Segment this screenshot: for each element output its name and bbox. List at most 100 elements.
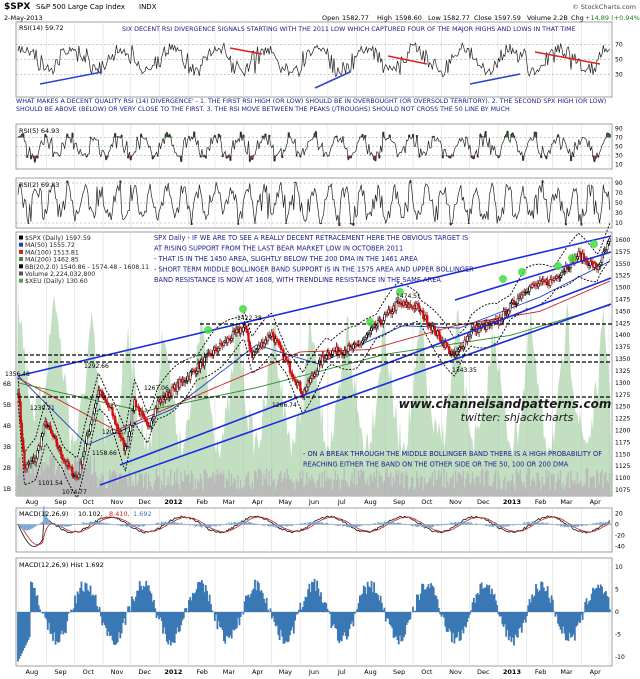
macd-hist-bar xyxy=(499,524,501,528)
volume-bar xyxy=(239,479,242,496)
rsi-oversold-fill xyxy=(522,155,525,161)
macd-hist-bar xyxy=(310,522,312,525)
macd-histogram-bar xyxy=(388,612,391,625)
volume-bar xyxy=(425,484,427,496)
macd-hist-bar xyxy=(417,524,419,527)
macd-histogram-bar xyxy=(390,612,392,626)
macd-hist-bar xyxy=(547,522,549,525)
volume-bar xyxy=(362,470,365,496)
volume-bar xyxy=(159,489,161,496)
volume-bar xyxy=(451,478,453,496)
volume-bar xyxy=(589,476,591,496)
macd-hist-bar xyxy=(231,522,233,525)
close-label: Close xyxy=(474,14,492,22)
price-candle xyxy=(129,425,132,432)
price-candle xyxy=(391,311,394,314)
rsi-line xyxy=(17,130,611,164)
macd-hist-bar xyxy=(108,523,110,525)
macd-histogram-bar xyxy=(418,600,421,612)
price-candle xyxy=(306,379,310,388)
macd-hist-bar xyxy=(39,523,41,525)
macd-histogram-bar xyxy=(471,602,474,612)
volume-bar xyxy=(576,472,578,496)
macd-histogram-bar xyxy=(291,612,294,627)
volume-bar xyxy=(348,487,351,496)
macd-histogram-bar xyxy=(351,612,354,622)
volume-bar xyxy=(449,477,452,496)
volume-bar xyxy=(125,477,128,496)
macd-histogram-bar xyxy=(597,584,600,612)
macd-hist-bar xyxy=(85,522,88,525)
volume-bar xyxy=(492,482,494,496)
volume-bar xyxy=(583,485,585,496)
volume-bar xyxy=(255,471,257,496)
volume-bar xyxy=(545,469,547,496)
macd-histogram-bar xyxy=(476,593,479,612)
price-point-label: 1074.77 xyxy=(62,489,87,496)
macd-hist-bar xyxy=(27,524,29,531)
macd-histogram-bar xyxy=(484,587,487,612)
volume-bar xyxy=(233,478,235,496)
macd-histogram-bar xyxy=(65,612,67,634)
macd-histogram-bar xyxy=(79,587,82,612)
macd-hist-bar xyxy=(120,524,123,527)
legend-swatch xyxy=(19,271,23,276)
macd-hist-bar xyxy=(392,522,395,525)
macd-histogram-bar xyxy=(257,582,260,612)
price-candle xyxy=(278,342,281,346)
macd-histogram-bar xyxy=(151,601,154,612)
macd-tick-label: -20 xyxy=(615,533,625,540)
volume-bar xyxy=(570,470,572,496)
volume-bar xyxy=(518,474,520,496)
volume-bar xyxy=(193,489,195,496)
volume-bar xyxy=(45,468,47,496)
price-candle xyxy=(331,350,334,355)
price-candle xyxy=(385,312,389,315)
macd-histogram-bar xyxy=(136,590,139,612)
macd-hist-bar xyxy=(168,522,171,525)
macd-histogram-bar xyxy=(124,612,127,625)
macd-hist-bar xyxy=(51,523,53,525)
price-candle xyxy=(291,373,294,378)
volume-bar xyxy=(364,480,366,496)
macd-histogram-bar xyxy=(46,612,49,630)
macd-histogram-bar xyxy=(81,590,84,612)
macd-hist-bar xyxy=(246,522,248,525)
macd-hist-bar xyxy=(517,523,519,525)
volume-bar xyxy=(195,488,198,496)
volume-bar xyxy=(603,474,606,496)
macd-hist-bar xyxy=(501,524,503,527)
macd-histogram-bar xyxy=(498,612,501,617)
macd-legend-name: MACD(12,26,9) xyxy=(19,510,68,518)
hist-legend: MACD(12,26,9) Hist 1.692 xyxy=(19,561,104,569)
volume-bar xyxy=(122,478,124,496)
price-candle xyxy=(305,386,308,392)
macd-hist-bar xyxy=(342,524,344,527)
macd-hist-bar xyxy=(142,524,145,527)
volume-bar xyxy=(23,471,25,496)
macd-hist-bar xyxy=(537,521,540,525)
price-candle xyxy=(67,461,70,467)
macd-histogram-bar xyxy=(49,612,52,634)
volume-bar xyxy=(416,470,418,496)
macd-histogram-bar xyxy=(166,612,168,642)
volume-bar xyxy=(505,489,507,496)
volume-bar xyxy=(445,472,448,496)
macd-histogram-bar xyxy=(109,612,111,637)
macd-histogram-bar xyxy=(500,612,502,617)
divergence-arrows xyxy=(39,47,601,89)
volume-bar xyxy=(26,473,28,496)
rsi-oversold-fill xyxy=(448,155,451,158)
x-axis-label: Oct xyxy=(421,668,433,676)
price-candle xyxy=(397,301,400,304)
hist-tick-label: -10 xyxy=(615,654,625,661)
price-candle xyxy=(246,328,249,333)
macd-hist-bar xyxy=(326,522,329,525)
macd-histogram-bar xyxy=(558,612,561,627)
macd-hist-bar xyxy=(451,522,453,525)
price-candle xyxy=(34,457,38,463)
macd-hist-bar xyxy=(233,521,235,525)
macd-histogram-bar xyxy=(497,612,500,615)
macd-hist-bar xyxy=(241,521,243,525)
price-candle xyxy=(255,349,258,352)
